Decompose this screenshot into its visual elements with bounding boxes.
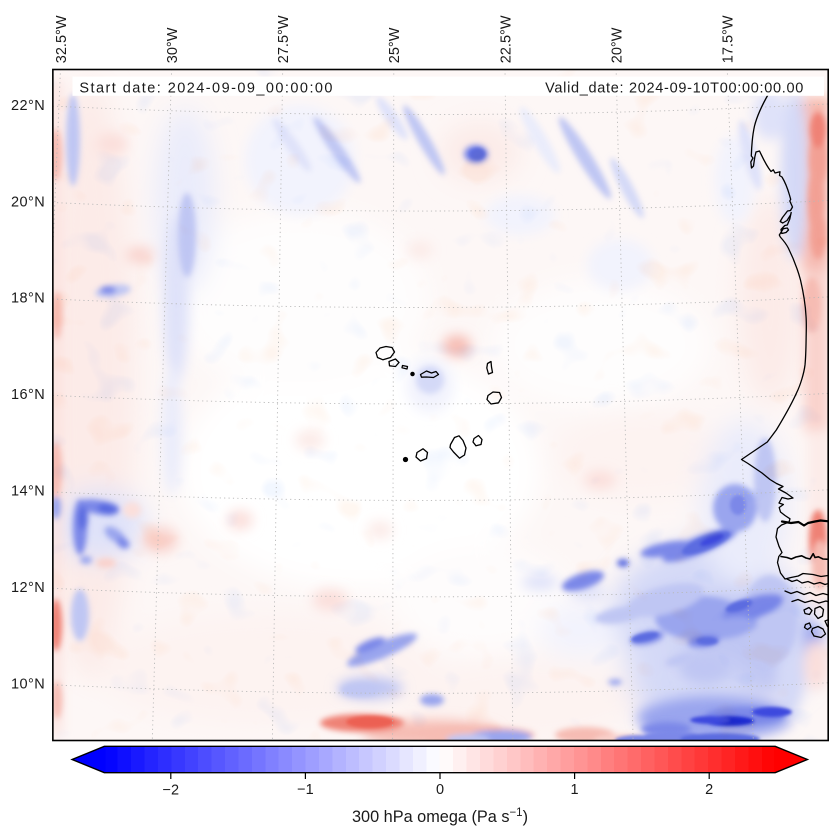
svg-text:25°W: 25°W: [387, 27, 403, 63]
svg-text:20°W: 20°W: [609, 27, 625, 63]
svg-text:0: 0: [436, 782, 444, 798]
svg-text:−2: −2: [163, 782, 180, 798]
svg-text:17.5°W: 17.5°W: [721, 15, 737, 63]
svg-text:27.5°W: 27.5°W: [276, 15, 292, 63]
svg-text:22.5°W: 22.5°W: [498, 15, 514, 63]
svg-text:16°N: 16°N: [11, 387, 45, 403]
svg-text:12°N: 12°N: [11, 580, 45, 596]
svg-text:30°W: 30°W: [165, 27, 181, 63]
svg-text:2: 2: [705, 782, 713, 798]
svg-text:14°N: 14°N: [11, 484, 45, 500]
svg-text:300 hPa omega (Pa s−1): 300 hPa omega (Pa s−1): [352, 807, 528, 826]
svg-text:22°N: 22°N: [11, 98, 45, 114]
svg-text:Valid_date: 2024-09-10T00:00:0: Valid_date: 2024-09-10T00:00:00.00: [545, 80, 804, 96]
svg-text:Start date: 2024-09-09_00:00:0: Start date: 2024-09-09_00:00:00: [79, 80, 334, 96]
svg-text:10°N: 10°N: [11, 677, 45, 693]
svg-text:1: 1: [571, 782, 579, 798]
svg-text:−1: −1: [297, 782, 314, 798]
svg-text:32.5°W: 32.5°W: [54, 15, 70, 63]
svg-text:18°N: 18°N: [11, 291, 45, 307]
svg-text:20°N: 20°N: [11, 194, 45, 210]
